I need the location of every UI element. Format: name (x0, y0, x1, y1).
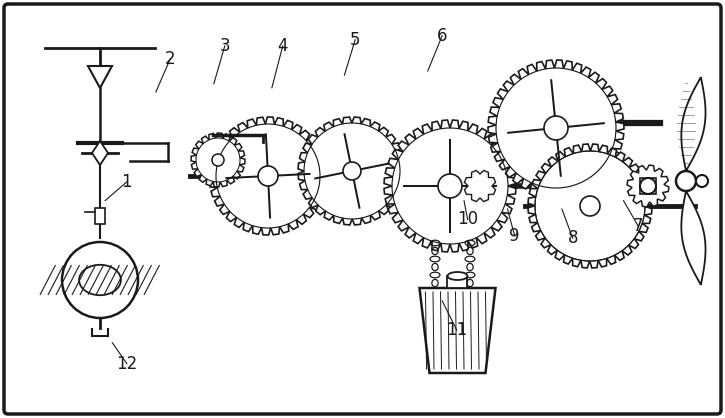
Polygon shape (209, 117, 327, 235)
Circle shape (696, 175, 708, 187)
Circle shape (544, 116, 568, 140)
Polygon shape (465, 171, 496, 201)
Text: 11: 11 (446, 321, 468, 339)
Polygon shape (682, 191, 705, 285)
Circle shape (438, 174, 462, 198)
Circle shape (62, 242, 138, 318)
Polygon shape (191, 133, 245, 187)
Circle shape (343, 162, 361, 180)
Bar (640, 178, 656, 194)
Text: 4: 4 (278, 37, 288, 55)
Polygon shape (298, 117, 406, 225)
Circle shape (580, 196, 600, 216)
Polygon shape (627, 165, 669, 207)
Circle shape (640, 178, 656, 194)
Text: 9: 9 (510, 227, 520, 245)
Circle shape (258, 166, 278, 186)
Text: 10: 10 (457, 210, 478, 229)
Circle shape (676, 171, 696, 191)
FancyBboxPatch shape (4, 4, 721, 414)
Bar (447, 276, 468, 288)
Ellipse shape (447, 272, 468, 280)
Polygon shape (528, 144, 652, 268)
Bar (95, 208, 105, 224)
Text: 12: 12 (116, 354, 138, 373)
Polygon shape (92, 141, 108, 165)
Text: 2: 2 (165, 49, 175, 68)
Polygon shape (88, 66, 112, 88)
Polygon shape (682, 77, 705, 171)
Ellipse shape (79, 265, 121, 295)
Polygon shape (384, 120, 516, 252)
Text: 1: 1 (122, 173, 132, 191)
Text: 7: 7 (633, 217, 643, 235)
Polygon shape (488, 60, 624, 196)
Text: 6: 6 (437, 26, 447, 45)
Polygon shape (420, 288, 495, 373)
Text: 5: 5 (350, 31, 360, 49)
Text: 3: 3 (220, 37, 230, 55)
Circle shape (212, 154, 224, 166)
Text: 8: 8 (568, 229, 578, 247)
